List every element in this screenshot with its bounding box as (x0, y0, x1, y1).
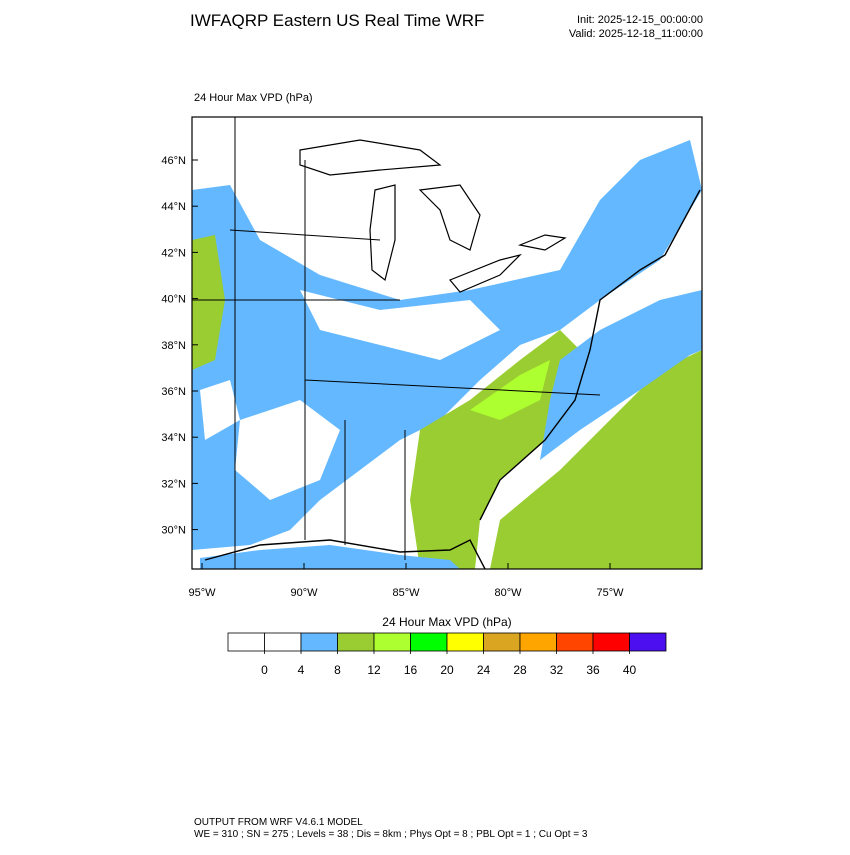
lake (418, 184, 481, 251)
colorbar-tick-label: 28 (513, 663, 527, 677)
lon-tick-label: 75°W (596, 587, 624, 599)
coastline (204, 189, 701, 569)
lat-tick-label: 40°N (161, 294, 186, 306)
colorbar-tick-label: 16 (404, 663, 418, 677)
map-frame (191, 116, 703, 570)
lat-tick-label: 42°N (161, 247, 186, 259)
state-borders (192, 117, 601, 569)
valid-time: Valid: 2025-12-18_11:00:00 (569, 28, 703, 40)
lon-tick-label: 80°W (494, 587, 522, 599)
colorbar-box (227, 632, 265, 652)
lat-tick-label: 32°N (161, 478, 186, 490)
lat-tick-label: 46°N (161, 155, 186, 167)
colorbar-tick-label: 32 (550, 663, 564, 677)
lat-tick-label: 30°N (161, 525, 186, 537)
unshaded-region (200, 380, 240, 440)
title: IWFAQRP Eastern US Real Time WRF (190, 11, 484, 30)
shaded-region (200, 545, 460, 569)
lat-tick-label: 34°N (161, 432, 186, 444)
colorbar-tick-label: 0 (261, 663, 268, 677)
lake (369, 184, 396, 282)
footer-line: WE = 310 ; SN = 275 ; Levels = 38 ; Dis … (194, 829, 588, 840)
colorbar-tick-label: 12 (367, 663, 381, 677)
lat-tick-label: 44°N (161, 201, 186, 213)
colorbar-tick-label: 40 (623, 663, 637, 677)
shaded-region (540, 290, 702, 460)
lon-tick-label: 90°W (290, 587, 318, 599)
colorbar-box (556, 632, 594, 652)
colorbar-tick-label: 8 (334, 663, 341, 677)
footer-line: OUTPUT FROM WRF V4.6.1 MODEL (194, 817, 363, 828)
map-label: 24 Hour Max VPD (hPa) (194, 92, 313, 104)
lake (449, 253, 522, 293)
colorbar-box (592, 632, 630, 652)
shaded-region (192, 235, 225, 370)
lon-tick-label: 95°W (188, 587, 216, 599)
colorbar-tick-label: 20 (440, 663, 454, 677)
shaded-region (490, 350, 702, 569)
colorbar-tick-label: 36 (586, 663, 600, 677)
init-time: Init: 2025-12-15_00:00:00 (577, 14, 703, 26)
colorbar-box (446, 632, 484, 652)
colorbar-tick-label: 4 (298, 663, 305, 677)
colorbar-box (519, 632, 557, 652)
unshaded-region (300, 290, 500, 360)
colorbar-box (410, 632, 448, 652)
map-field (192, 117, 702, 569)
colorbar-box (373, 632, 411, 652)
lat-tick-label: 38°N (161, 340, 186, 352)
colorbar-box (300, 632, 338, 652)
unshaded-region (235, 400, 340, 500)
colorbar-box (483, 632, 521, 652)
colorbar-box (337, 632, 375, 652)
lake (517, 234, 567, 251)
lat-tick-label: 36°N (161, 386, 186, 398)
colorbar-box (629, 632, 667, 652)
colorbar-box (264, 632, 302, 652)
colorbar-title: 24 Hour Max VPD (hPa) (382, 615, 511, 629)
lon-tick-label: 85°W (392, 587, 420, 599)
colorbar-tick-label: 24 (477, 663, 491, 677)
